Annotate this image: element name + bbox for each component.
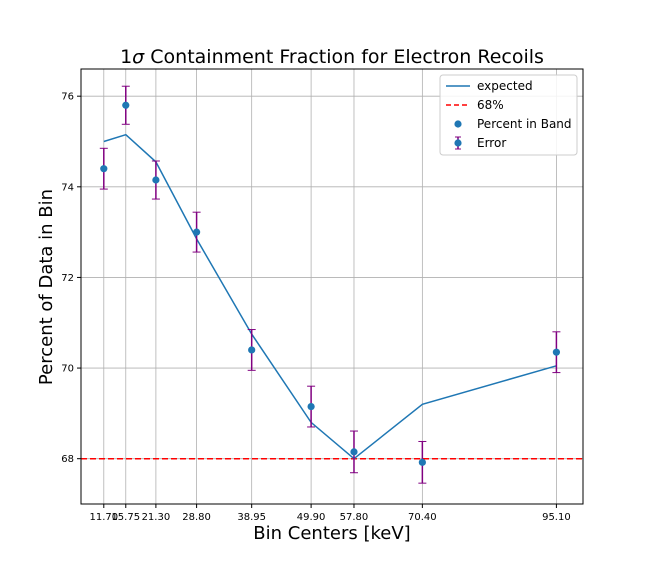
x-tick-label: 57.80 <box>340 512 369 523</box>
data-point <box>418 458 426 466</box>
legend-label-error: Error <box>477 136 506 150</box>
data-point <box>552 348 561 356</box>
x-tick-label: 15.75 <box>111 512 140 523</box>
y-axis-title: Percent of Data in Bin <box>36 189 57 385</box>
legend-label-percent-in-band: Percent in Band <box>477 117 572 131</box>
data-point <box>307 402 315 411</box>
data-point <box>122 101 130 109</box>
x-tick-label: 21.30 <box>142 512 171 523</box>
data-point <box>100 165 108 173</box>
x-tick-label: 38.95 <box>237 512 266 523</box>
legend-handle-error-marker <box>454 139 462 147</box>
data-point-layer <box>100 101 561 466</box>
y-tick-label: 72 <box>61 273 74 284</box>
legend: expected 68% Percent in Band Error <box>439 74 578 156</box>
y-tick-label: 74 <box>61 182 74 193</box>
x-tick-label: 11.70 <box>89 512 118 523</box>
data-point <box>350 448 358 456</box>
chart-title-suffix: Containment Fraction for Electron Recoil… <box>144 46 544 68</box>
y-tick-label: 68 <box>61 454 74 465</box>
y-tick-label: 76 <box>61 92 74 103</box>
legend-label-expected: expected <box>477 79 533 93</box>
y-tick-label: 70 <box>61 364 74 375</box>
chart-title: 1σ Containment Fraction for Electron Rec… <box>120 46 544 68</box>
data-point <box>248 346 256 354</box>
x-tick-label: 49.90 <box>297 512 326 523</box>
x-tick-label: 95.10 <box>542 512 571 523</box>
plot-frame <box>80 68 584 505</box>
x-tick-label: 28.80 <box>182 512 211 523</box>
x-tick-label: 70.40 <box>408 512 437 523</box>
x-axis-title: Bin Centers [keV] <box>253 523 410 544</box>
data-point <box>192 228 201 236</box>
legend-handle-percent-in-band <box>454 120 462 128</box>
error-bar-layer <box>99 85 561 484</box>
chart-title-prefix: 1 <box>120 46 132 68</box>
y-axis-ticks: 68 70 72 74 76 <box>61 92 81 465</box>
legend-box <box>439 74 578 156</box>
chart-title-sigma: σ <box>132 46 145 68</box>
data-point <box>152 176 160 184</box>
legend-label-68: 68% <box>477 98 504 112</box>
